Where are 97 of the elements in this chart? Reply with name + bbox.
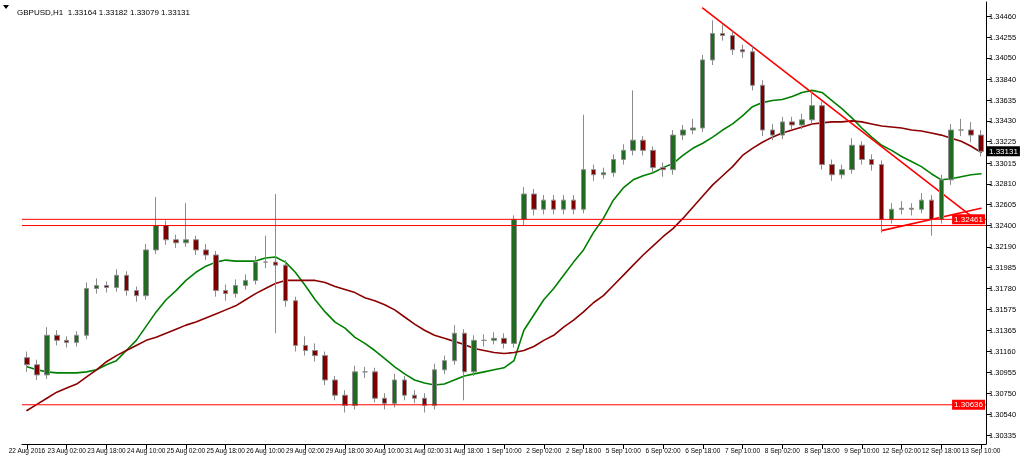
candlestick: [809, 90, 815, 125]
candlestick: [412, 389, 417, 404]
ref-line-label: 1.32461: [954, 214, 984, 224]
candlestick: [829, 158, 835, 182]
candlestick: [432, 363, 437, 410]
candlestick: [720, 23, 725, 42]
candlestick: [730, 30, 735, 56]
candlestick: [869, 153, 874, 172]
candlestick: [630, 89, 636, 156]
candlestick: [243, 273, 248, 291]
candlestick: [770, 123, 775, 141]
candlestick: [293, 296, 298, 353]
candlestick: [173, 234, 179, 249]
candlestick: [650, 145, 656, 174]
candlestick: [640, 135, 646, 156]
candlestick: [34, 359, 40, 381]
candlestick: [561, 194, 566, 215]
candlestick: [372, 367, 378, 403]
candlestick: [124, 270, 129, 297]
candlestick: [253, 255, 258, 285]
candlestick: [54, 329, 60, 346]
candlestick: [452, 324, 457, 366]
candlestick: [660, 162, 666, 178]
candlestick: [352, 365, 358, 410]
candlestick: [670, 129, 676, 176]
candlestick: [233, 278, 238, 299]
candlestick: [134, 286, 139, 303]
candlestick: [481, 333, 487, 347]
candlestick: [392, 373, 397, 408]
candlestick: [183, 202, 189, 248]
candlestick: [551, 194, 556, 215]
candlestick: [591, 164, 596, 182]
candlestick: [958, 118, 964, 137]
candlestick: [879, 160, 884, 234]
candlestick: [700, 54, 705, 133]
annotation: 1.33131: [989, 146, 1019, 156]
candlestick: [362, 366, 368, 379]
candlestick: [193, 235, 199, 256]
candlestick: [919, 192, 924, 214]
candlestick: [889, 202, 894, 225]
candlestick: [571, 194, 576, 215]
candlestick: [84, 281, 89, 340]
candlestick: [750, 46, 755, 91]
candlestick: [44, 326, 50, 380]
candlestick: [621, 143, 626, 166]
candlestick: [462, 328, 467, 401]
candlestick: [213, 250, 219, 298]
candlestick: [203, 243, 209, 261]
candlestick: [939, 174, 944, 225]
candlestick: [690, 118, 696, 135]
candlestick: [303, 335, 308, 357]
candlestick: [799, 113, 805, 130]
candlestick: [948, 123, 954, 186]
candlestick: [611, 153, 616, 178]
candlestick: [143, 243, 149, 301]
candlestick: [899, 200, 904, 215]
candlestick: [273, 193, 278, 334]
candlestick: [521, 186, 527, 227]
candlestick: [859, 140, 865, 166]
candlestick: [332, 375, 338, 401]
candlestick: [501, 332, 507, 349]
candlestick: [382, 392, 387, 410]
ref-line-label: 1.30636: [954, 400, 984, 410]
candlestick: [104, 280, 109, 294]
text: GBPUSD,H1 1.33164 1.33182 1.33079 1.33131: [17, 7, 191, 17]
candlestick: [223, 283, 228, 302]
candlestick: [24, 351, 30, 373]
candlestick: [909, 202, 914, 216]
candlestick: [710, 19, 715, 66]
candlestick: [94, 277, 99, 295]
candlestick: [780, 116, 785, 140]
candlestick: [680, 124, 686, 141]
candlestick: [163, 219, 169, 246]
candlestick: [312, 342, 318, 363]
candlestick: [283, 259, 288, 308]
line-series: [26, 89, 982, 386]
candlestick: [849, 137, 855, 175]
candlestick: [64, 335, 69, 348]
candlestick: [740, 44, 745, 59]
candlestick: [601, 167, 606, 180]
candlestick: [968, 121, 974, 143]
candlestick: [839, 164, 845, 180]
candlestick: [929, 194, 934, 237]
candlestick: [541, 194, 546, 215]
candlestick: [581, 114, 586, 214]
candlestick: [153, 196, 159, 255]
candlestick: [511, 214, 517, 348]
candlestick: [74, 330, 79, 347]
candlestick: [531, 188, 537, 216]
candlestick: [114, 268, 119, 293]
candlestick: [760, 79, 765, 137]
candlestick: [471, 334, 477, 377]
candlestick: [442, 355, 447, 375]
candlestick: [263, 235, 268, 269]
candlestick: [322, 351, 328, 386]
candlestick: [402, 375, 407, 401]
candlestick: [491, 331, 497, 345]
